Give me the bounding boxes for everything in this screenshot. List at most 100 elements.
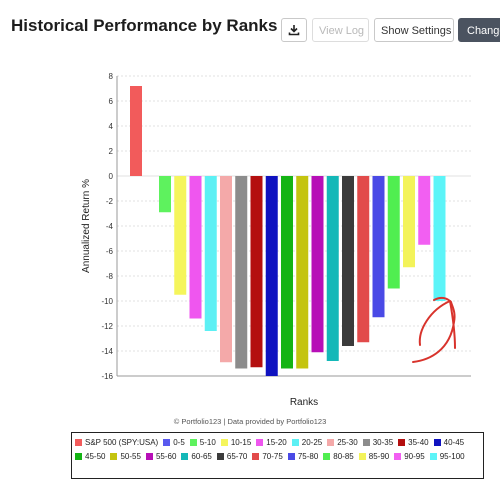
legend-label: 60-65 (191, 451, 212, 461)
legend-item[interactable]: 95-100 (429, 449, 465, 463)
bar-50-55 (311, 176, 324, 353)
bar-75-80 (387, 176, 400, 289)
bar-25-30 (235, 176, 248, 369)
legend-item[interactable]: 65-70 (216, 449, 248, 463)
legend-label: 15-20 (266, 437, 287, 447)
legend-item[interactable]: 5-10 (189, 435, 216, 449)
y-tick-label: 4 (109, 122, 114, 131)
legend-item[interactable]: 70-75 (252, 449, 283, 463)
bar-85-90 (418, 176, 431, 245)
legend-swatch (323, 452, 331, 460)
legend-item[interactable]: 55-60 (145, 449, 177, 463)
legend-swatch (75, 438, 82, 446)
legend-item[interactable]: 0-5 (163, 435, 185, 449)
legend-label: 80-85 (333, 451, 354, 461)
legend-item[interactable]: 75-80 (287, 449, 319, 463)
legend-swatch (398, 438, 406, 446)
bar-45-50 (296, 176, 309, 369)
legend-label: 70-75 (262, 451, 283, 461)
bar-90-95 (433, 176, 446, 301)
legend-item[interactable]: 20-25 (291, 435, 323, 449)
legend-swatch (252, 452, 260, 460)
legend-swatch (75, 452, 82, 460)
chart-legend: S&P 500 (SPY:USA) 0-5 5-10 10-15 15-20 20-25 2… (71, 432, 484, 479)
legend-item[interactable]: 80-85 (323, 449, 354, 463)
bar-70-75 (372, 176, 385, 318)
bar-65-70 (357, 176, 370, 343)
y-tick-label: -6 (106, 247, 114, 256)
legend-swatch (256, 438, 264, 446)
y-axis-label: Annualized Return % (81, 179, 92, 273)
legend-label: 20-25 (301, 437, 323, 447)
legend-item[interactable]: 30-35 (362, 435, 394, 449)
legend-swatch (216, 452, 224, 460)
y-tick-label: -4 (106, 222, 114, 231)
legend-label: 25-30 (337, 437, 358, 447)
legend-item[interactable]: 40-45 (433, 435, 464, 449)
bar-30-35 (250, 176, 263, 368)
legend-item[interactable]: 45-50 (75, 449, 105, 463)
legend-label: 90-95 (404, 451, 425, 461)
bar-20-25 (220, 176, 232, 363)
legend-item[interactable]: 85-90 (358, 449, 390, 463)
legend-swatch (189, 438, 197, 446)
chart-credit: © Portfolio123 | Data provided by Portfo… (173, 417, 327, 426)
legend-item[interactable]: 25-30 (327, 435, 358, 449)
bar-0-5 (159, 176, 171, 213)
y-tick-label: -16 (101, 372, 113, 381)
legend-label: 75-80 (297, 451, 319, 461)
view-log-button[interactable]: View Log (312, 18, 369, 42)
legend-swatch (429, 452, 437, 460)
legend-item[interactable]: 90-95 (394, 449, 425, 463)
bar-60-65 (342, 176, 354, 346)
legend-label: 0-5 (173, 437, 185, 447)
legend-label: 30-35 (372, 437, 394, 447)
legend-item[interactable]: 60-65 (181, 449, 212, 463)
bar-5-10 (174, 176, 187, 295)
legend-swatch (362, 438, 370, 446)
bar-55-60 (326, 176, 339, 361)
legend-swatch (220, 438, 228, 446)
annotation-arrow-head (418, 296, 452, 346)
y-tick-label: -2 (106, 197, 114, 206)
legend-swatch (291, 438, 299, 446)
legend-swatch (394, 452, 402, 460)
show-settings-button[interactable]: Show Settings (374, 18, 454, 42)
legend-item[interactable]: 15-20 (256, 435, 287, 449)
legend-label: 95-100 (439, 451, 465, 461)
y-tick-label: 2 (109, 147, 114, 156)
legend-swatch (287, 452, 295, 460)
change-button[interactable]: Change (458, 18, 500, 42)
legend-item[interactable]: 10-15 (220, 435, 251, 449)
legend-label: 35-40 (408, 437, 429, 447)
x-axis-label: Ranks (290, 397, 318, 408)
y-tick-label: -12 (101, 322, 113, 331)
legend-swatch (110, 452, 118, 460)
toolbar: Historical Performance by Ranks View Log… (0, 0, 500, 56)
download-icon (288, 25, 300, 36)
annotation-arrow-stroke (449, 300, 456, 349)
y-tick-label: 6 (109, 97, 114, 106)
legend-label: 85-90 (368, 451, 390, 461)
download-button[interactable] (281, 18, 307, 42)
legend-label: 55-60 (155, 451, 177, 461)
chart-container: 8 6 4 2 0 -2 -4 -6 -8 -10 -12 -14 -16 Annualized Retu… (58, 60, 478, 420)
legend-swatch (327, 438, 335, 446)
legend-swatch (163, 438, 171, 446)
y-tick-label: -8 (106, 272, 114, 281)
legend-swatch (145, 452, 153, 460)
legend-swatch (181, 452, 189, 460)
legend-swatch (433, 438, 441, 446)
legend-item[interactable]: 50-55 (110, 449, 141, 463)
y-tick-label: -14 (101, 347, 113, 356)
legend-label: 5-10 (199, 437, 216, 447)
legend-item[interactable]: S&P 500 (SPY:USA) (75, 435, 158, 449)
y-tick-label: 8 (109, 72, 114, 81)
legend-item[interactable]: 35-40 (398, 435, 429, 449)
legend-label: S&P 500 (SPY:USA) (85, 437, 159, 447)
legend-label: 50-55 (120, 451, 141, 461)
bar-sp500 (130, 86, 142, 176)
legend-label: 65-70 (226, 451, 248, 461)
bar-40-45 (281, 176, 293, 369)
bar-15-20 (204, 176, 217, 331)
